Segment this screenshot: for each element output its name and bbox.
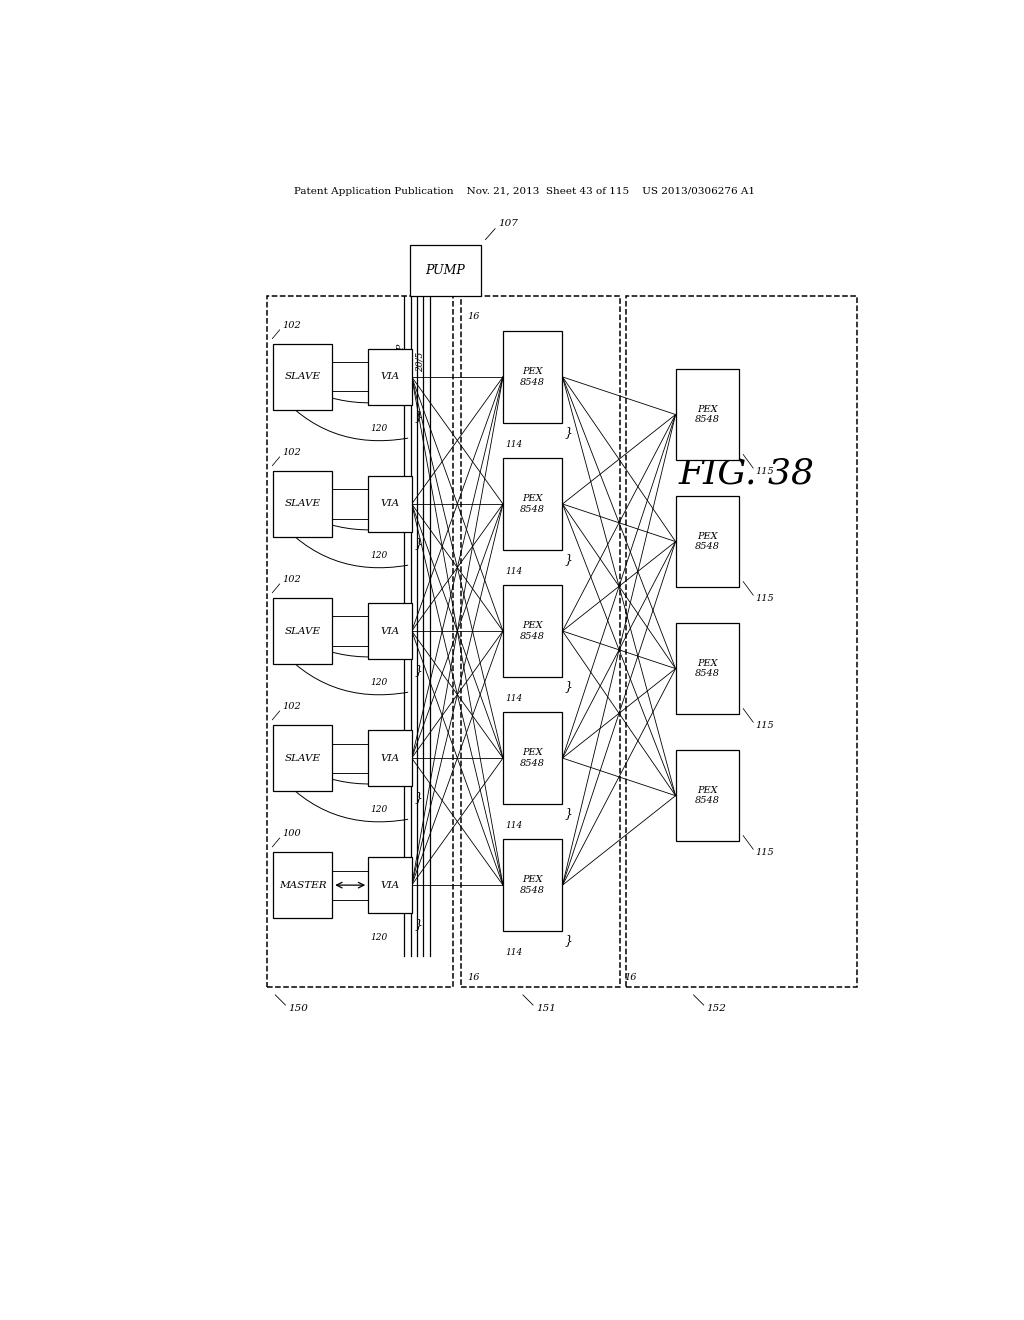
- Text: Patent Application Publication    Nov. 21, 2013  Sheet 43 of 115    US 2013/0306: Patent Application Publication Nov. 21, …: [294, 187, 756, 197]
- Text: 152: 152: [707, 1005, 726, 1014]
- Text: 114: 114: [506, 568, 522, 576]
- Text: 102: 102: [283, 574, 301, 583]
- FancyBboxPatch shape: [272, 345, 333, 411]
- Text: PEX
8548: PEX 8548: [695, 659, 720, 678]
- Text: PEX
8548: PEX 8548: [695, 405, 720, 424]
- Text: 115: 115: [756, 721, 774, 730]
- Text: 120: 120: [371, 805, 388, 814]
- FancyBboxPatch shape: [368, 348, 412, 405]
- Text: 115: 115: [756, 847, 774, 857]
- Text: FIG. 38: FIG. 38: [679, 457, 815, 491]
- FancyBboxPatch shape: [676, 496, 739, 587]
- Text: VIA: VIA: [380, 880, 399, 890]
- Text: 16: 16: [468, 312, 480, 321]
- Text: 102: 102: [283, 702, 301, 710]
- FancyBboxPatch shape: [368, 857, 412, 913]
- Text: SLAVE: SLAVE: [285, 499, 321, 508]
- FancyBboxPatch shape: [676, 623, 739, 714]
- Text: 107: 107: [498, 219, 518, 227]
- Text: VIA: VIA: [380, 627, 399, 635]
- FancyBboxPatch shape: [503, 713, 562, 804]
- Text: }: }: [565, 935, 572, 948]
- Text: SLAVE: SLAVE: [285, 754, 321, 763]
- FancyBboxPatch shape: [676, 750, 739, 841]
- FancyBboxPatch shape: [272, 471, 333, 537]
- Text: 16: 16: [624, 973, 637, 982]
- Text: PEX
8548: PEX 8548: [520, 748, 545, 768]
- FancyBboxPatch shape: [503, 458, 562, 549]
- Text: }: }: [414, 791, 422, 804]
- FancyBboxPatch shape: [272, 725, 333, 791]
- Text: PEX
8548: PEX 8548: [695, 532, 720, 552]
- Text: 100: 100: [283, 829, 301, 838]
- Text: PEX
8548: PEX 8548: [520, 875, 545, 895]
- Text: 102: 102: [283, 321, 301, 330]
- Text: }: }: [565, 807, 572, 820]
- Text: 120: 120: [371, 932, 388, 941]
- Text: 115: 115: [756, 594, 774, 602]
- Text: PEX
8548: PEX 8548: [520, 622, 545, 640]
- Text: }: }: [565, 553, 572, 566]
- Text: VIA: VIA: [380, 372, 399, 381]
- Text: 115: 115: [756, 466, 774, 475]
- Text: 120: 120: [371, 552, 388, 561]
- FancyBboxPatch shape: [503, 331, 562, 422]
- Text: }: }: [414, 919, 422, 932]
- Text: IGB/S
VIAMAP: IGB/S VIAMAP: [386, 343, 406, 380]
- Text: 16: 16: [468, 973, 480, 982]
- Text: }: }: [414, 537, 422, 550]
- Text: 114: 114: [506, 948, 522, 957]
- Text: 20/5: 20/5: [416, 351, 425, 372]
- FancyBboxPatch shape: [410, 244, 481, 296]
- Text: MASTER: MASTER: [279, 880, 327, 890]
- Text: SLAVE: SLAVE: [285, 372, 321, 381]
- Text: 120: 120: [371, 424, 388, 433]
- Text: PUMP: PUMP: [426, 264, 465, 277]
- Text: PEX
8548: PEX 8548: [520, 494, 545, 513]
- Text: SLAVE: SLAVE: [285, 627, 321, 635]
- Text: PEX
8548: PEX 8548: [520, 367, 545, 387]
- Text: 102: 102: [283, 447, 301, 457]
- FancyBboxPatch shape: [676, 368, 739, 461]
- Text: }: }: [414, 411, 422, 424]
- Text: VIA: VIA: [380, 754, 399, 763]
- FancyBboxPatch shape: [272, 598, 333, 664]
- Text: 150: 150: [289, 1005, 308, 1014]
- Text: }: }: [565, 680, 572, 693]
- FancyBboxPatch shape: [503, 840, 562, 931]
- FancyBboxPatch shape: [272, 853, 333, 919]
- Text: }: }: [565, 426, 572, 440]
- Text: 114: 114: [506, 440, 522, 449]
- FancyBboxPatch shape: [503, 585, 562, 677]
- FancyBboxPatch shape: [368, 730, 412, 785]
- Text: 114: 114: [506, 821, 522, 830]
- Text: PEX
8548: PEX 8548: [695, 785, 720, 805]
- Text: 114: 114: [506, 694, 522, 704]
- FancyBboxPatch shape: [368, 477, 412, 532]
- Text: }: }: [414, 664, 422, 677]
- Text: 151: 151: [536, 1005, 556, 1014]
- FancyBboxPatch shape: [368, 603, 412, 659]
- Text: VIA: VIA: [380, 499, 399, 508]
- Text: 120: 120: [371, 678, 388, 688]
